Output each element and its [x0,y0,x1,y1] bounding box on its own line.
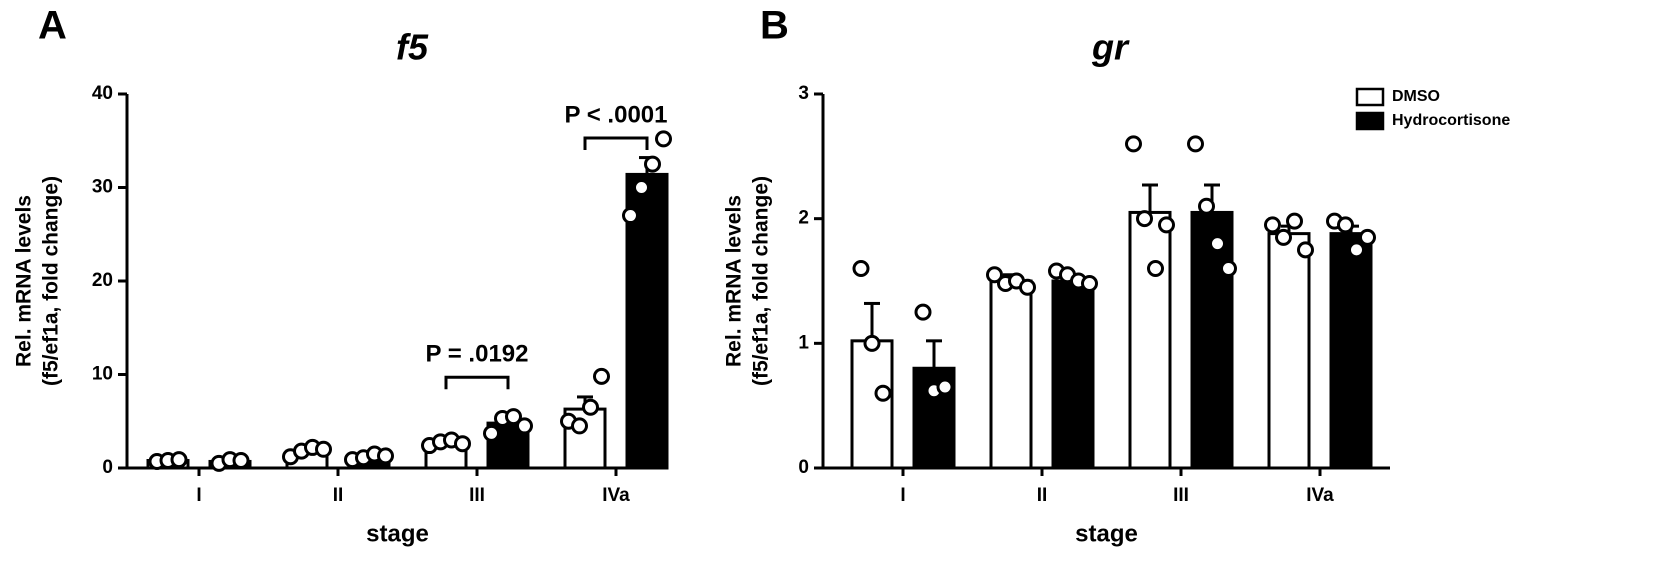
data-point [593,367,610,385]
y-tick-label: 2 [798,208,809,229]
data-point [1286,212,1303,230]
x-tick-label: III [469,485,485,506]
y-tick-label: 0 [102,457,113,478]
legend-swatch [1355,87,1385,107]
data-point [1125,135,1142,153]
x-axis-label: stage [1075,520,1138,547]
data-point [1359,228,1376,246]
significance-bracket [444,375,510,390]
data-point [874,384,892,402]
data-point [170,451,188,469]
chart-title: gr [1091,27,1130,68]
bar [1128,210,1172,470]
x-axis-label: stage [366,520,429,547]
bar [1267,232,1311,470]
data-point [863,334,881,352]
data-point [582,398,599,416]
y-axis-label: Rel. mRNA levels [13,195,36,367]
data-point [852,260,870,278]
y-axis-label: (f5/ef1a, fold change) [750,176,773,386]
data-point [986,266,1003,284]
data-point [232,452,250,470]
legend-label: DMSO [1392,88,1440,105]
bar [1190,210,1234,470]
significance-bracket [583,136,649,150]
x-tick-label: II [1037,485,1048,506]
bar [1329,232,1373,470]
data-point [644,155,661,173]
y-tick-label: 10 [92,364,113,385]
data-point [1136,210,1153,228]
x-tick-label: IVa [602,485,630,506]
y-axis-label: Rel. mRNA levels [723,195,746,367]
bar [1051,279,1095,470]
chart-title: f5 [396,27,429,68]
y-tick-label: 0 [798,457,809,478]
data-point [1147,260,1164,278]
data-point [1264,216,1281,234]
data-point [633,179,650,196]
y-tick-label: 1 [798,332,809,353]
data-point [483,424,500,442]
data-point [1019,278,1036,296]
data-point [1337,216,1354,234]
data-point [914,303,932,321]
y-tick-label: 3 [798,83,809,104]
x-tick-label: III [1173,485,1189,506]
legend-label: Hydrocortisone [1392,112,1510,129]
data-point [516,417,533,435]
data-point [1220,260,1237,278]
data-point [655,130,672,148]
data-point [622,207,639,225]
data-point [1275,228,1292,246]
panel-letter: A [38,4,67,48]
data-point [1209,235,1226,253]
bar [850,339,894,470]
p-value: P < .0001 [565,101,668,128]
data-point [505,408,522,426]
data-point [454,435,471,453]
p-value: P = .0192 [426,341,529,368]
y-tick-label: 30 [92,177,113,198]
data-point [571,417,588,435]
data-point [377,447,394,465]
y-axis-label: (f5/ef1a, fold change) [40,176,63,386]
data-point [936,378,954,396]
panel-letter: B [760,4,789,48]
legend-swatch [1355,111,1385,131]
y-tick-label: 20 [92,270,113,291]
data-point [1187,135,1204,153]
x-tick-label: I [900,485,905,506]
x-tick-label: I [196,485,201,506]
data-point [1198,197,1215,215]
bar [989,279,1033,470]
x-tick-label: IVa [1306,485,1334,506]
data-point [1297,241,1314,259]
y-tick-label: 40 [92,83,113,104]
data-point [315,440,332,458]
x-tick-label: II [333,485,344,506]
data-point [1081,274,1098,292]
data-point [1348,241,1365,259]
data-point [1158,216,1175,234]
